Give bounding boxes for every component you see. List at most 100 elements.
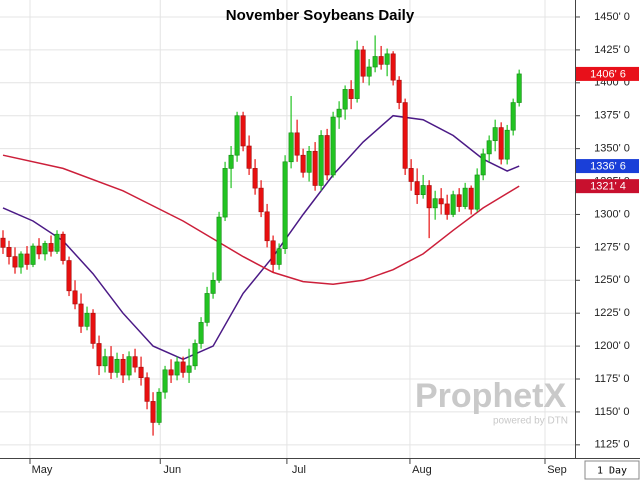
candle-body xyxy=(114,358,120,373)
price-label: 1336' 6 xyxy=(590,160,626,172)
y-tick-label: 1425' 0 xyxy=(594,44,630,56)
candle-body xyxy=(0,237,6,248)
y-tick-label: 1450' 0 xyxy=(594,11,630,23)
candle-body xyxy=(42,243,48,255)
candle-body xyxy=(384,53,390,65)
candle-body xyxy=(162,369,168,393)
candle-body xyxy=(354,49,360,99)
candle-body xyxy=(138,366,144,378)
candle-body xyxy=(60,233,66,261)
candle-body xyxy=(234,115,240,156)
candle-body xyxy=(420,185,426,196)
candle-body xyxy=(150,401,156,423)
candle-body xyxy=(510,102,516,131)
x-tick-label: Sep xyxy=(547,464,567,476)
candle-body xyxy=(432,198,438,209)
candle-body xyxy=(126,356,132,376)
candle-body xyxy=(468,187,474,210)
candle-body xyxy=(294,132,300,156)
candle-body xyxy=(240,115,246,147)
candle-body xyxy=(78,303,84,327)
candle-body xyxy=(342,89,348,110)
price-label: 1406' 6 xyxy=(590,68,626,80)
candle-body xyxy=(132,356,138,368)
candle-body xyxy=(408,168,414,182)
candle-body xyxy=(390,53,396,81)
candle-body xyxy=(288,132,294,163)
candle-body xyxy=(336,108,342,118)
y-tick-label: 1150' 0 xyxy=(595,406,630,418)
price-label-box xyxy=(576,179,639,194)
candle-body xyxy=(396,79,402,103)
candle-body xyxy=(102,356,108,367)
candle-body xyxy=(450,194,456,215)
candle-body xyxy=(486,140,492,155)
candle-body xyxy=(324,135,330,176)
candle-body xyxy=(246,145,252,169)
candle-body xyxy=(300,154,306,173)
candle-body xyxy=(228,154,234,169)
candle-body xyxy=(462,187,468,207)
moving-average-line xyxy=(2,154,520,285)
candle-body xyxy=(426,185,432,209)
price-label-box xyxy=(576,66,639,81)
chart-title: November Soybeans Daily xyxy=(226,7,415,24)
candle-body xyxy=(444,203,450,215)
candle-body xyxy=(24,253,30,265)
candle-body xyxy=(474,174,480,210)
x-tick-label: Aug xyxy=(412,464,432,476)
y-tick-label: 1250' 0 xyxy=(594,274,630,286)
x-tick-label: May xyxy=(32,464,53,476)
candle-body xyxy=(66,260,72,292)
candle-body xyxy=(318,135,324,186)
candle-body xyxy=(144,377,150,402)
y-tick-label: 1175' 0 xyxy=(595,373,630,385)
y-tick-label: 1300' 0 xyxy=(594,208,630,220)
y-tick-label: 1200' 0 xyxy=(594,340,630,352)
candle-body xyxy=(402,102,408,169)
candle-body xyxy=(120,358,126,376)
candle-body xyxy=(360,49,366,77)
candle-body xyxy=(204,293,210,323)
x-tick-label: Jul xyxy=(292,464,306,476)
candle-body xyxy=(498,127,504,160)
candle-body xyxy=(372,56,378,68)
candle-body xyxy=(222,168,228,218)
candle-body xyxy=(282,161,288,249)
interval-box xyxy=(584,460,640,480)
candle-body xyxy=(312,150,318,186)
candle-body xyxy=(366,66,372,77)
candle-body xyxy=(348,89,354,99)
candle-body xyxy=(198,322,204,344)
candle-body xyxy=(96,343,102,367)
candle-body xyxy=(48,243,54,252)
candle-body xyxy=(18,253,24,268)
price-label: 1321' 4 xyxy=(590,181,626,193)
candle-body xyxy=(270,240,276,265)
interval-label: 1 Day xyxy=(597,466,627,477)
candle-body xyxy=(504,129,510,160)
candle-body xyxy=(414,181,420,196)
candle-body xyxy=(156,391,162,423)
candle-body xyxy=(216,216,222,281)
candle-body xyxy=(84,312,90,327)
candle-body xyxy=(276,248,282,265)
candle-body xyxy=(438,198,444,205)
candle-body xyxy=(72,290,78,305)
candle-body xyxy=(264,211,270,242)
candle-body xyxy=(192,343,198,367)
candle-body xyxy=(30,245,36,265)
candle-body xyxy=(54,233,60,252)
y-tick-label: 1275' 0 xyxy=(594,241,630,253)
candle-body xyxy=(174,361,180,376)
candle-body xyxy=(378,56,384,65)
candle-body xyxy=(180,361,186,373)
candle-body xyxy=(12,256,18,268)
candle-body xyxy=(516,73,522,103)
y-tick-label: 1225' 0 xyxy=(594,307,630,319)
watermark-tagline: powered by DTN xyxy=(493,416,568,427)
candle-body xyxy=(480,153,486,176)
candle-body xyxy=(36,245,42,255)
